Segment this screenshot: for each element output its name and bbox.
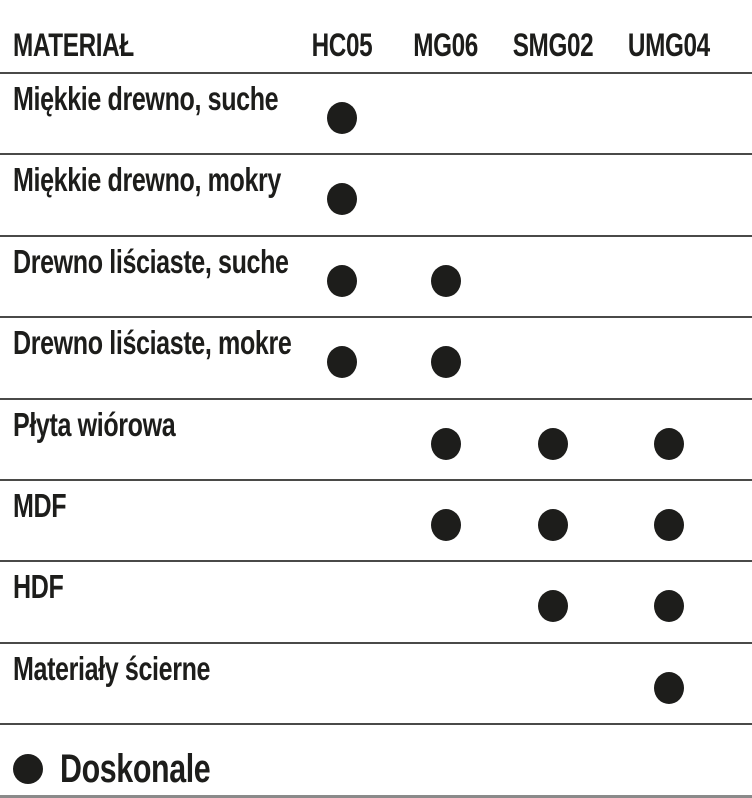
column-header-umg04: UMG04: [604, 27, 734, 64]
row-label: Miękkie drewno, suche: [13, 81, 362, 117]
column-header-smg02: SMG02: [488, 27, 618, 64]
row-label-text: MDF: [13, 486, 67, 524]
row-label: Miękkie drewno, mokry: [13, 162, 366, 198]
row-label: Drewno liściaste, suche: [13, 242, 376, 280]
row-label: Materiały ścierne: [13, 649, 272, 687]
column-header-hc05: HC05: [277, 27, 407, 64]
excellent-dot-icon: [13, 754, 43, 784]
table-row: Miękkie drewno, mokry: [0, 153, 752, 234]
row-label: MDF: [13, 486, 83, 524]
rating-dot-excellent: [654, 671, 684, 704]
rating-dot-excellent: [327, 264, 357, 297]
table-row: Miękkie drewno, suche: [0, 72, 752, 153]
rating-dot-excellent: [431, 346, 461, 379]
column-header-material-label: MATERIAŁ: [13, 27, 134, 63]
rating-dot-excellent: [654, 590, 684, 623]
row-label-text: Miękkie drewno, suche: [13, 80, 279, 117]
row-label-text: Płyta wiórowa: [13, 405, 176, 443]
row-label-text: HDF: [13, 568, 64, 606]
rating-dot-excellent: [654, 427, 684, 460]
rating-dot-excellent: [327, 183, 357, 216]
column-header-mg06-label: MG06: [413, 27, 479, 63]
rating-dot-excellent: [538, 508, 568, 541]
rating-dot-excellent: [654, 508, 684, 541]
row-label-text: Miękkie drewno, mokry: [13, 161, 282, 199]
legend-label: Doskonale: [60, 743, 258, 795]
row-label-text: Drewno liściaste, suche: [13, 242, 289, 280]
table-row: Płyta wiórowa: [0, 397, 752, 479]
column-header-smg02-label: SMG02: [512, 27, 594, 63]
table-row: MDF: [0, 478, 752, 560]
column-header-hc05-label: HC05: [311, 27, 373, 63]
row-label: HDF: [13, 569, 79, 605]
table-row: Drewno liściaste, suche: [0, 234, 752, 316]
rating-dot-excellent: [431, 427, 461, 460]
row-label-text: Materiały ścierne: [13, 649, 211, 687]
table-row: Materiały ścierne: [0, 641, 752, 723]
table-row: HDF: [0, 560, 752, 641]
table-row: Drewno liściaste, mokre: [0, 316, 752, 397]
row-label: Drewno liściaste, mokre: [13, 325, 379, 361]
table-header-row: MATERIAŁ HC05 MG06 SMG02 UMG04: [0, 0, 752, 72]
row-label-text: Drewno liściaste, mokre: [13, 324, 292, 362]
bottom-border-line: [0, 795, 752, 798]
table-body: Miękkie drewno, suche Miękkie drewno, mok…: [0, 72, 752, 723]
column-header-material: MATERIAŁ: [13, 27, 172, 64]
rating-dot-excellent: [327, 102, 357, 134]
rating-dot-excellent: [431, 508, 461, 541]
rating-dot-excellent: [327, 346, 357, 379]
rating-dot-excellent: [431, 264, 461, 297]
legend: Doskonale: [0, 723, 752, 798]
legend-label-text: Doskonale: [60, 747, 211, 791]
rating-dot-excellent: [538, 590, 568, 623]
rating-dot-excellent: [538, 427, 568, 460]
row-label: Płyta wiórowa: [13, 405, 227, 443]
column-header-umg04-label: UMG04: [628, 27, 710, 63]
column-header-mg06: MG06: [381, 27, 511, 64]
